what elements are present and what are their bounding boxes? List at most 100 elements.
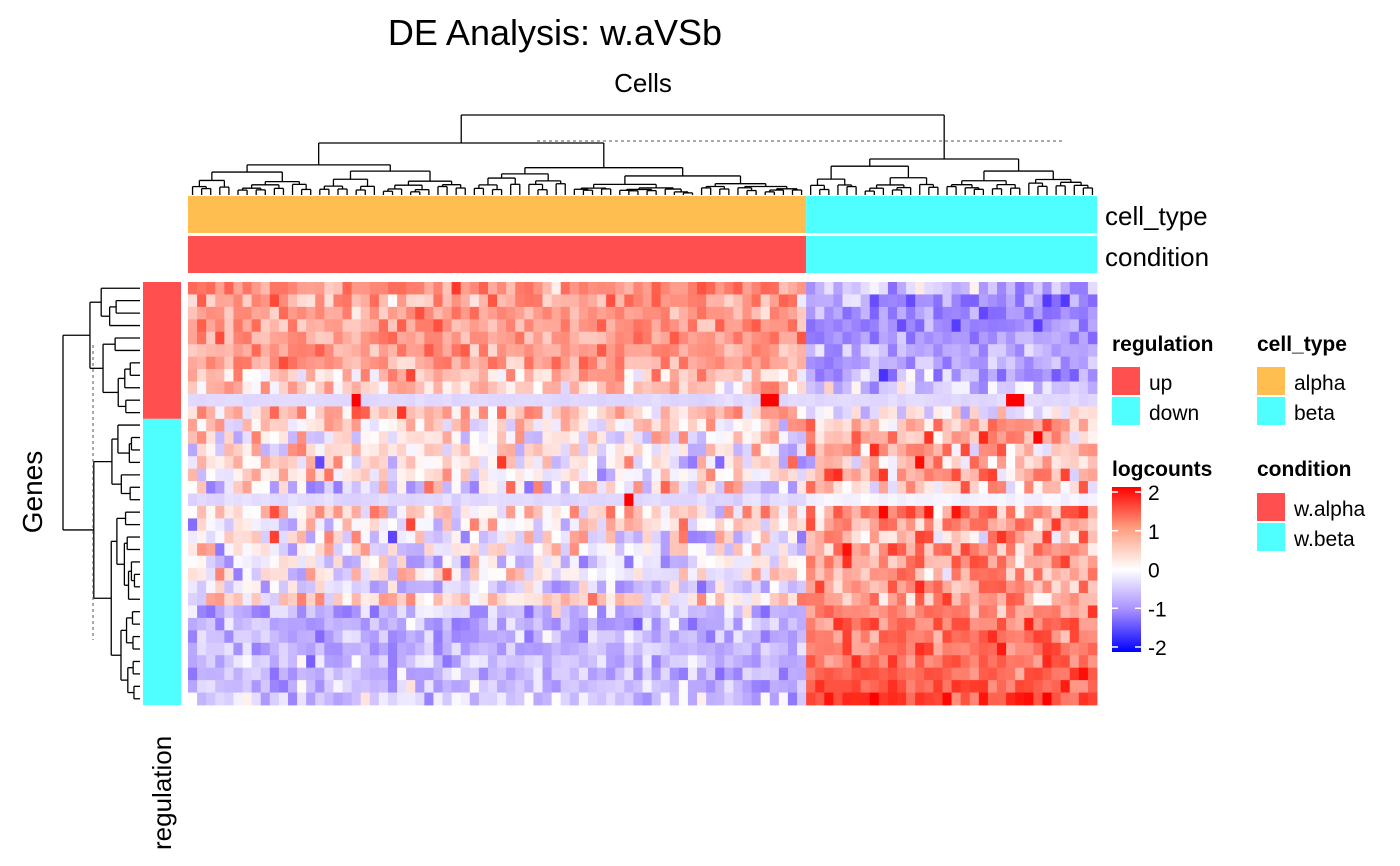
heatmap-cell — [878, 319, 889, 333]
heatmap-cell — [506, 468, 516, 482]
heatmap-cell — [442, 456, 453, 470]
heatmap-cell — [269, 617, 280, 631]
heatmap-cell — [878, 381, 889, 395]
heatmap-cell — [1078, 593, 1089, 606]
heatmap-cell — [387, 381, 398, 395]
heatmap-cell — [1024, 617, 1034, 631]
heatmap-cell — [633, 605, 643, 619]
heatmap-cell — [269, 331, 280, 345]
heatmap-cell — [624, 282, 634, 295]
heatmap-cell — [797, 282, 807, 295]
heatmap-cell — [978, 617, 989, 631]
heatmap-cell — [978, 667, 989, 681]
heatmap-cell — [860, 381, 871, 395]
heatmap-cell — [924, 543, 934, 557]
heatmap-cell — [351, 331, 362, 345]
legend-label: w.alpha — [1293, 498, 1366, 521]
heatmap-cell — [597, 543, 607, 557]
heatmap-cell — [251, 356, 262, 370]
heatmap-cell — [778, 667, 789, 681]
heatmap-cell — [997, 692, 1007, 706]
heatmap-cell — [1060, 356, 1071, 370]
heatmap-cell — [206, 319, 216, 333]
heatmap-cell — [342, 369, 353, 382]
heatmap-cell — [733, 568, 743, 581]
heatmap-cell — [969, 505, 980, 519]
heatmap-cell — [751, 580, 762, 594]
heatmap-cell — [606, 667, 616, 681]
heatmap-cell — [460, 555, 471, 569]
heatmap-cell — [351, 431, 362, 445]
heatmap-cell — [787, 655, 798, 669]
heatmap-cell — [887, 456, 898, 470]
heatmap-cell — [860, 294, 871, 308]
heatmap-cell — [297, 344, 307, 358]
heatmap-cell — [351, 630, 362, 644]
heatmap-cell — [751, 456, 762, 470]
heatmap-cell — [833, 381, 843, 395]
heatmap-cell — [542, 356, 552, 370]
heatmap-cell — [833, 282, 843, 295]
heatmap-cell — [715, 630, 725, 644]
heatmap-cell — [860, 418, 871, 432]
heatmap-cell — [860, 431, 871, 445]
heatmap-cell — [615, 593, 625, 606]
heatmap-cell — [715, 617, 725, 631]
heatmap-cell — [360, 381, 371, 395]
heatmap-cell — [297, 617, 307, 631]
heatmap-cell — [878, 568, 889, 581]
heatmap-cell — [333, 617, 343, 631]
heatmap-cell — [833, 481, 843, 494]
heatmap-cell — [369, 306, 380, 320]
heatmap-cell — [251, 381, 262, 395]
heatmap-cell — [406, 642, 416, 656]
heatmap-cell — [469, 456, 480, 470]
heatmap-cell — [442, 580, 453, 594]
heatmap-cell — [924, 680, 934, 693]
heatmap-cell — [442, 418, 453, 432]
heatmap-cell — [478, 505, 489, 519]
heatmap-cell — [224, 530, 234, 544]
heatmap-cell — [415, 543, 425, 557]
heatmap-cell — [897, 282, 907, 295]
heatmap-cell — [987, 443, 998, 457]
heatmap-cell — [188, 456, 198, 470]
heatmap-cell — [606, 369, 616, 382]
heatmap-cell — [778, 344, 789, 358]
regulation-annotation-label: regulation — [147, 736, 177, 850]
heatmap-cell — [515, 617, 525, 631]
heatmap-cell — [251, 369, 262, 382]
heatmap-cell — [333, 468, 343, 482]
heatmap-cell — [560, 418, 571, 432]
heatmap-cell — [724, 505, 734, 519]
heatmap-cell — [242, 530, 253, 544]
heatmap-cell — [769, 443, 780, 457]
heatmap-cell — [1069, 642, 1080, 656]
heatmap-cell — [506, 617, 516, 631]
legend-label: beta — [1294, 402, 1335, 425]
heatmap-cell — [797, 617, 807, 631]
heatmap-cell — [615, 468, 625, 482]
heatmap-cell — [360, 568, 371, 581]
heatmap-cell — [715, 530, 725, 544]
heatmap-cell — [706, 431, 716, 445]
heatmap-cell — [987, 593, 998, 606]
heatmap-cell — [924, 468, 934, 482]
heatmap-cell — [642, 605, 652, 619]
heatmap-cell — [897, 680, 907, 693]
heatmap-cell — [297, 692, 307, 706]
heatmap-cell — [433, 680, 443, 693]
heatmap-cell — [1006, 518, 1016, 532]
heatmap-cell — [733, 518, 743, 532]
heatmap-cell — [469, 306, 480, 320]
heatmap-cell — [578, 605, 589, 619]
heatmap-cell — [824, 369, 834, 382]
heatmap-cell — [878, 642, 889, 656]
heatmap-cell — [1033, 630, 1043, 644]
heatmap-cell — [1015, 568, 1025, 581]
heatmap-cell — [269, 344, 280, 358]
heatmap-cell — [587, 580, 598, 594]
heatmap-cell — [215, 543, 225, 557]
heatmap-cell — [742, 593, 752, 606]
heatmap-cell — [1024, 406, 1034, 420]
